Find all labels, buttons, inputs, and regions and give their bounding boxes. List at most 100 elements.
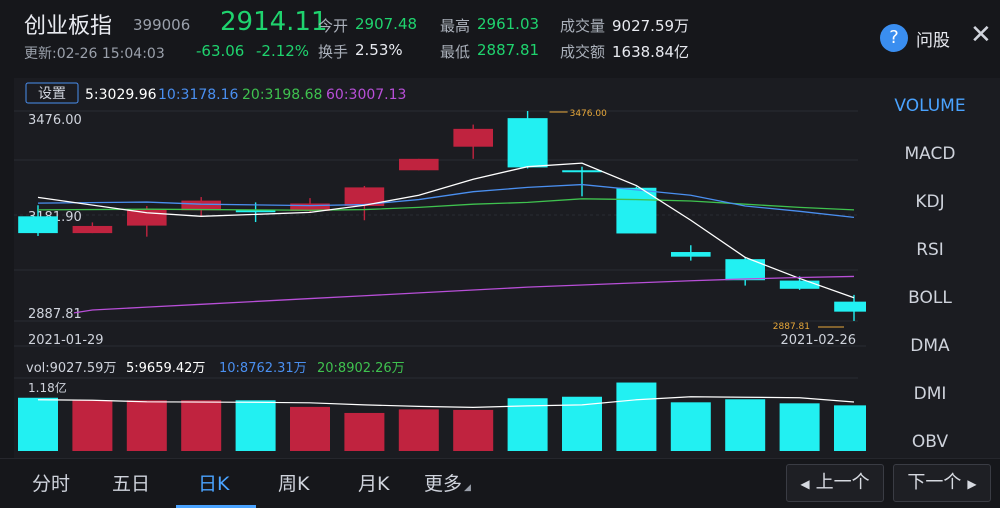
indicator-tab-macd[interactable]: MACD: [904, 144, 956, 164]
candle-body: [779, 280, 820, 289]
volume-axis-label: 1.18亿: [28, 380, 67, 395]
ma10-line: [37, 183, 855, 219]
volume-bar: [453, 409, 494, 451]
open-label: 今开: [318, 17, 349, 35]
high-label: 最高: [440, 17, 471, 35]
high-marker-label: 3476.00: [570, 109, 607, 119]
indicator-tab-rsi[interactable]: RSI: [916, 240, 944, 260]
indicator-tab-dmi[interactable]: DMI: [913, 384, 947, 404]
tab-label: 五日: [112, 473, 151, 495]
volume-bar: [344, 412, 385, 451]
tab-five-day[interactable]: 五日: [112, 469, 150, 496]
volume-bar: [725, 399, 766, 451]
volume-bar: [779, 403, 820, 451]
expand-corner-icon: ◢: [464, 483, 471, 493]
quote-header: 创业板指 399006 2914.11 更新:02-26 15:04:03 -6…: [0, 0, 1000, 72]
indicator-tab-kdj[interactable]: KDJ: [915, 192, 945, 212]
ma20-legend: 20:3198.68: [242, 87, 322, 103]
indicator-tab-volume[interactable]: VOLUME: [894, 96, 966, 116]
ask-stock-button[interactable]: 问股: [916, 31, 950, 51]
caret-left-icon: ◀: [800, 477, 810, 491]
vol-ma10-legend: 10:8762.31万: [219, 361, 307, 376]
vol-ma20-legend: 20:8902.26万: [317, 361, 405, 376]
amount-label: 成交额: [560, 43, 606, 61]
volume-bar: [18, 397, 58, 451]
open-value: 2907.48: [355, 15, 418, 33]
tab-weekly-k[interactable]: 周K: [278, 469, 309, 496]
help-icon[interactable]: ?: [880, 24, 908, 52]
caret-right-icon: ▶: [967, 477, 977, 491]
close-icon[interactable]: ✕: [970, 20, 992, 50]
volume-bar: [670, 402, 711, 451]
tab-label: 分时: [32, 473, 71, 495]
date-end-label: 2021-02-26: [780, 333, 856, 348]
candle-body: [344, 187, 385, 206]
y-axis-bottom-label: 2887.81: [28, 307, 82, 322]
index-code: 399006: [133, 16, 191, 34]
candle-body: [616, 187, 657, 234]
previous-label: 上一个: [815, 472, 870, 493]
candle-body: [453, 128, 493, 147]
ma10-legend: 10:3178.16: [158, 87, 239, 103]
price-change: -63.06: [196, 42, 245, 60]
ma60-line: [73, 275, 855, 314]
volume-label: 成交量: [560, 17, 606, 35]
tab-monthly-k[interactable]: 月K: [358, 469, 389, 496]
ma20-line: [37, 198, 855, 211]
low-label: 最低: [440, 43, 471, 61]
tab-label: 月K: [358, 473, 390, 495]
amount-value: 1638.84亿: [612, 43, 690, 61]
tab-more[interactable]: 更多 ◢: [424, 469, 471, 496]
volume-bar: [235, 400, 276, 451]
volume-bar: [616, 382, 657, 451]
indicator-sidebar: VOLUME MACD KDJ RSI BOLL DMA DMI OBV: [866, 78, 1000, 458]
volume-bar: [562, 396, 602, 451]
volume-bar: [290, 406, 330, 451]
candle-body: [181, 200, 221, 211]
tab-label: 日K: [198, 473, 230, 495]
previous-button[interactable]: ◀ 上一个: [786, 464, 884, 502]
volume-bar: [507, 398, 548, 451]
indicator-tab-boll[interactable]: BOLL: [908, 288, 952, 308]
indicator-tab-dma[interactable]: DMA: [910, 336, 950, 356]
ma5-line: [37, 162, 855, 299]
turnover-label: 换手: [318, 43, 349, 61]
settings-button[interactable]: 设置: [38, 86, 66, 102]
volume-bar: [72, 400, 113, 451]
low-marker-label: 2887.81: [773, 322, 810, 332]
tab-intraday[interactable]: 分时: [32, 469, 70, 496]
index-name: 创业板指: [24, 14, 113, 39]
turnover-value: 2.53%: [355, 41, 403, 59]
tab-label: 更多: [424, 473, 463, 495]
candle-body: [834, 301, 874, 312]
volume-bar: [126, 400, 167, 451]
high-value: 2961.03: [477, 15, 540, 33]
vol-ma5-legend: 5:9659.42万: [126, 361, 205, 376]
current-price: 2914.11: [220, 7, 328, 37]
candle-body: [399, 158, 439, 171]
volume-bar: [181, 400, 222, 451]
indicator-tab-obv[interactable]: OBV: [911, 432, 949, 452]
next-button[interactable]: 下一个 ▶: [893, 464, 991, 502]
update-time: 更新:02-26 15:04:03: [24, 46, 165, 62]
candle-body: [127, 209, 167, 226]
date-start-label: 2021-01-29: [28, 333, 104, 348]
tab-label: 周K: [278, 473, 310, 495]
candle-body: [290, 203, 330, 211]
candle-body: [18, 216, 58, 234]
candle-body: [507, 118, 548, 168]
volume-legend: vol:9027.59万: [26, 361, 116, 376]
period-tab-bar: 分时 五日 日K 周K 月K 更多 ◢ ◀ 上一个 下一个 ▶: [0, 458, 1000, 508]
candle-body: [72, 225, 113, 234]
y-axis-top-label: 3476.00: [28, 113, 82, 128]
candle-body: [235, 210, 276, 213]
candle-body: [562, 170, 602, 173]
volume-bar: [834, 405, 874, 451]
low-value: 2887.81: [477, 41, 540, 59]
volume-bar: [398, 409, 439, 451]
kline-chart: 设置 5:3029.96 10:3178.16 20:3198.68 60:3007.1…: [14, 82, 874, 451]
tab-daily-k[interactable]: 日K: [198, 469, 229, 496]
candle-body: [671, 252, 711, 257]
kline-chart-area[interactable]: 设置 5:3029.96 10:3178.16 20:3198.68 60:3007.1…: [14, 78, 874, 458]
